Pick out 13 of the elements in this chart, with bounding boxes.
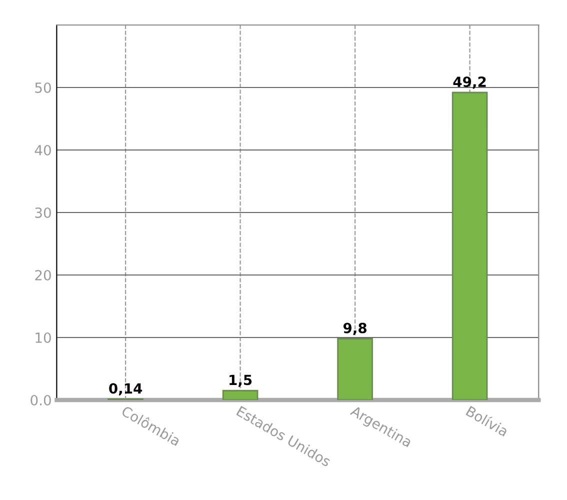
y-tick-label: 20 (35, 270, 51, 280)
y-tick-label: 30 (35, 207, 51, 218)
data-label: 49,2 (453, 76, 486, 89)
y-tick-label: 10 (36, 332, 51, 343)
bar (222, 390, 258, 400)
bar (452, 92, 488, 400)
data-label: 9,8 (343, 322, 366, 336)
data-label: 0,14 (109, 383, 142, 396)
y-tick-label: 40 (34, 144, 51, 156)
y-tick-label: 50 (35, 82, 51, 93)
bar (337, 338, 373, 400)
y-tick-label: 0.0 (30, 394, 51, 406)
data-label: 1,5 (230, 374, 252, 387)
